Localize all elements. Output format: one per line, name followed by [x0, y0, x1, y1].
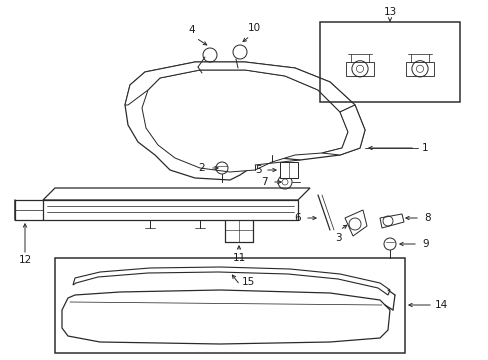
- Polygon shape: [345, 210, 366, 236]
- Text: 11: 11: [232, 253, 245, 263]
- Text: 10: 10: [247, 23, 260, 33]
- Text: 14: 14: [433, 300, 447, 310]
- Text: 7: 7: [260, 177, 267, 187]
- Bar: [55, 258, 404, 353]
- Bar: [319, 22, 459, 102]
- Text: 9: 9: [422, 239, 428, 249]
- Polygon shape: [405, 62, 433, 76]
- Text: 3: 3: [334, 233, 341, 243]
- Text: 1: 1: [421, 143, 427, 153]
- Polygon shape: [125, 62, 354, 112]
- Text: 12: 12: [19, 255, 32, 265]
- Polygon shape: [321, 105, 364, 155]
- Text: 6: 6: [294, 213, 301, 223]
- Text: 13: 13: [383, 7, 396, 17]
- Polygon shape: [280, 162, 297, 178]
- Polygon shape: [345, 62, 374, 76]
- Polygon shape: [62, 290, 389, 344]
- Polygon shape: [43, 200, 297, 220]
- Text: 4: 4: [188, 25, 195, 35]
- Text: 8: 8: [424, 213, 430, 223]
- Text: 2: 2: [198, 163, 205, 173]
- Polygon shape: [142, 70, 347, 172]
- Polygon shape: [73, 267, 389, 295]
- Polygon shape: [125, 62, 364, 180]
- Polygon shape: [43, 188, 309, 200]
- Text: 15: 15: [241, 277, 254, 287]
- Polygon shape: [379, 214, 403, 228]
- Text: 5: 5: [254, 165, 261, 175]
